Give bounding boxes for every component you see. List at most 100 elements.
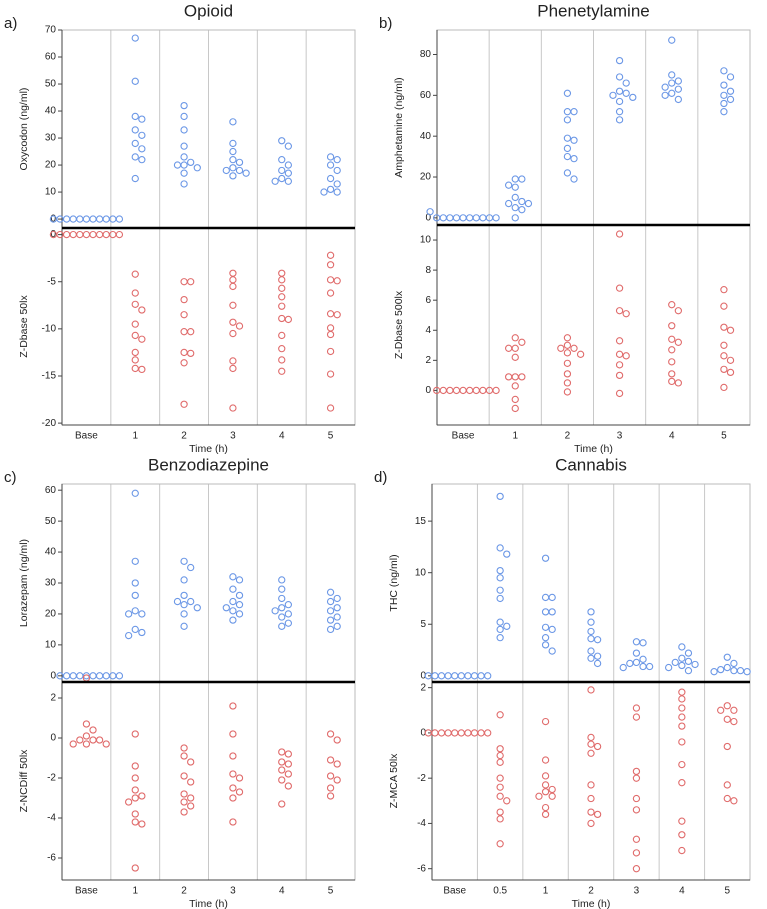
data-point bbox=[326, 261, 335, 269]
data-point bbox=[511, 373, 519, 381]
data-point bbox=[278, 800, 286, 808]
data-point bbox=[511, 395, 519, 404]
data-point bbox=[632, 704, 641, 712]
data-point bbox=[632, 658, 641, 667]
y-tick-label: 40 bbox=[45, 106, 57, 117]
data-point bbox=[730, 667, 738, 675]
data-point bbox=[632, 774, 641, 782]
data-point bbox=[570, 344, 578, 352]
data-point bbox=[466, 214, 474, 222]
data-point bbox=[229, 329, 237, 338]
data-point bbox=[180, 601, 188, 609]
data-point bbox=[62, 672, 71, 680]
data-point bbox=[229, 118, 237, 126]
data-point bbox=[541, 788, 550, 796]
y-axis-label: Amphetamine (ng/ml) bbox=[393, 77, 405, 177]
data-point bbox=[235, 591, 244, 600]
data-point bbox=[62, 230, 71, 239]
data-point bbox=[593, 810, 602, 819]
data-point bbox=[678, 643, 686, 651]
data-point bbox=[615, 389, 624, 398]
y-tick-label: 0 bbox=[420, 728, 426, 739]
data-point bbox=[180, 142, 188, 150]
y-tick-label: -4 bbox=[417, 818, 426, 829]
data-point bbox=[333, 604, 341, 612]
data-point bbox=[229, 164, 237, 172]
data-point bbox=[326, 161, 335, 169]
y-tick-label: 0 bbox=[50, 733, 56, 744]
data-point bbox=[333, 594, 341, 603]
data-point bbox=[138, 792, 146, 800]
data-point bbox=[180, 591, 188, 600]
data-point bbox=[557, 344, 565, 352]
y-tick-label: -10 bbox=[42, 323, 57, 334]
x-tick-label: Base bbox=[75, 431, 98, 442]
data-point bbox=[563, 89, 572, 97]
data-point bbox=[587, 618, 595, 626]
data-point bbox=[431, 672, 439, 680]
x-tick-label: 1 bbox=[512, 431, 518, 442]
data-point bbox=[131, 730, 139, 738]
data-point bbox=[503, 797, 511, 805]
data-point bbox=[511, 193, 519, 202]
data-point bbox=[326, 153, 335, 161]
data-point bbox=[479, 214, 487, 222]
y-tick-label: 0 bbox=[50, 214, 56, 225]
data-point bbox=[131, 270, 139, 278]
x-axis-label: Time (h) bbox=[574, 443, 613, 455]
data-point bbox=[593, 636, 602, 644]
data-point bbox=[333, 156, 341, 164]
data-point bbox=[691, 660, 699, 669]
data-point bbox=[278, 748, 286, 756]
x-tick-label: 4 bbox=[279, 431, 285, 442]
data-point bbox=[278, 166, 286, 175]
data-point bbox=[180, 348, 188, 357]
data-point bbox=[131, 153, 139, 161]
data-point bbox=[639, 639, 647, 647]
data-point bbox=[284, 619, 292, 627]
data-point bbox=[518, 206, 526, 214]
data-point bbox=[678, 661, 686, 670]
data-point bbox=[457, 729, 465, 737]
y-tick-label: 40 bbox=[45, 547, 57, 558]
data-point bbox=[720, 383, 728, 392]
data-point bbox=[326, 276, 335, 284]
data-point bbox=[131, 364, 139, 373]
data-point bbox=[180, 752, 188, 760]
data-point bbox=[674, 307, 682, 315]
data-point bbox=[470, 729, 479, 737]
data-point bbox=[472, 214, 480, 222]
data-point bbox=[639, 662, 647, 671]
data-point bbox=[632, 835, 641, 843]
data-point bbox=[678, 695, 686, 703]
data-point bbox=[138, 115, 146, 123]
data-point bbox=[180, 576, 188, 584]
data-point bbox=[76, 230, 84, 239]
data-point bbox=[668, 377, 676, 386]
data-point bbox=[548, 625, 556, 634]
data-point bbox=[563, 152, 572, 161]
y-tick-label: 10 bbox=[45, 640, 57, 651]
y-tick-label: 10 bbox=[45, 187, 57, 198]
data-point bbox=[678, 831, 686, 839]
data-point bbox=[548, 785, 556, 794]
data-point bbox=[229, 139, 237, 148]
data-point bbox=[496, 815, 504, 823]
data-point bbox=[593, 659, 602, 668]
y-tick-label: 0 bbox=[425, 385, 431, 396]
data-point bbox=[131, 126, 139, 134]
data-point bbox=[89, 672, 97, 680]
y-tick-label: 60 bbox=[420, 90, 432, 101]
data-point bbox=[76, 215, 84, 223]
data-point bbox=[187, 328, 195, 336]
x-tick-label: 4 bbox=[669, 431, 675, 442]
data-point bbox=[278, 594, 286, 603]
panel-letter: d) bbox=[374, 469, 387, 486]
x-tick-label: Base bbox=[75, 886, 98, 897]
data-point bbox=[187, 778, 195, 786]
data-point bbox=[278, 766, 286, 774]
data-point bbox=[563, 116, 572, 124]
data-point bbox=[723, 794, 731, 803]
data-point bbox=[563, 134, 572, 142]
